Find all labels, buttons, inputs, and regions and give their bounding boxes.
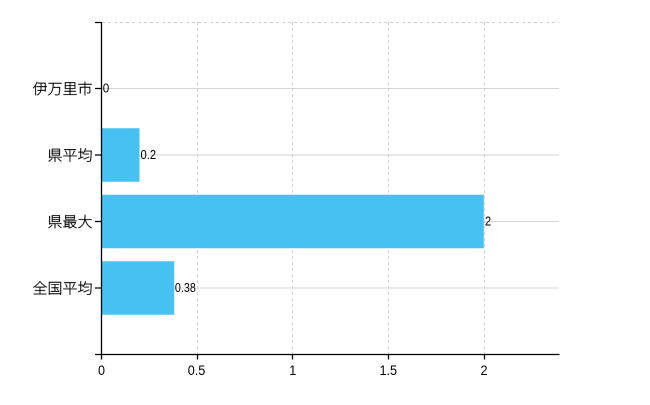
svg-text:0.38: 0.38 [175,280,196,295]
svg-text:2: 2 [481,362,488,378]
svg-text:0.2: 0.2 [141,147,157,162]
svg-text:0: 0 [103,81,110,96]
svg-text:0: 0 [98,362,105,378]
svg-text:1: 1 [289,362,296,378]
svg-text:2: 2 [485,214,491,229]
svg-text:0.5: 0.5 [188,362,206,378]
svg-text:1.5: 1.5 [380,362,398,378]
